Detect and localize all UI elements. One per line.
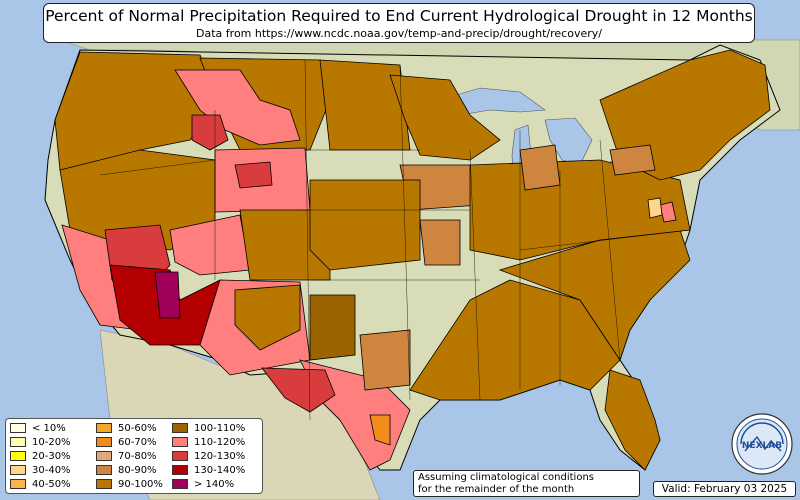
region-wyoming-red xyxy=(234,161,273,189)
note-line-1: Assuming climatological conditions xyxy=(418,472,594,483)
legend-swatch xyxy=(10,423,26,433)
legend-label: 10-20% xyxy=(32,436,71,448)
legend-swatch xyxy=(172,465,188,475)
legend-swatch xyxy=(172,451,188,461)
state-boundaries xyxy=(99,59,691,421)
legend-swatch xyxy=(10,465,26,475)
region-kansas-nebraska xyxy=(309,179,421,271)
legend-label: 70-80% xyxy=(118,450,157,462)
region-utah-pink xyxy=(169,214,251,276)
legend-swatch xyxy=(96,451,112,461)
nexlab-logo: NEXLAB xyxy=(731,413,793,475)
region-gulf-coast xyxy=(409,279,621,401)
legend-item: 60-70% xyxy=(96,435,170,449)
legend-swatch xyxy=(172,479,188,489)
legend-label: 40-50% xyxy=(32,478,71,490)
assumption-note: Assuming climatological conditions for t… xyxy=(413,470,640,497)
legend-label: 30-40% xyxy=(32,464,71,476)
legend-item: 120-130% xyxy=(172,449,264,463)
region-arizona-magenta xyxy=(154,271,181,319)
legend-swatch xyxy=(172,437,188,447)
region-ohio-valley-light xyxy=(519,144,561,191)
region-texas-orange xyxy=(369,414,391,446)
legend-label: > 140% xyxy=(194,478,235,490)
region-pennsylvania-light xyxy=(609,144,656,176)
region-delmarva-pink xyxy=(659,201,677,223)
legend-label: 20-30% xyxy=(32,450,71,462)
region-missouri-light xyxy=(419,219,461,266)
region-minnesota-wisconsin xyxy=(389,74,501,161)
region-florida xyxy=(604,369,661,471)
legend-item: 70-80% xyxy=(96,449,170,463)
legend-item: 50-60% xyxy=(96,421,170,435)
legend-item: 10-20% xyxy=(10,435,94,449)
legend-swatch xyxy=(96,423,112,433)
legend-swatch xyxy=(96,479,112,489)
region-delmarva-yellow xyxy=(647,197,663,219)
legend-label: 110-120% xyxy=(194,436,246,448)
legend-label: 130-140% xyxy=(194,464,246,476)
legend: < 10% 10-20% 20-30% 30-40% 40-50% 50-60% 60-70… xyxy=(5,418,263,494)
legend-label: 50-60% xyxy=(118,422,157,434)
region-oklahoma-brown xyxy=(309,294,356,361)
map-title: Percent of Normal Precipitation Required… xyxy=(45,7,753,25)
legend-item: 110-120% xyxy=(172,435,264,449)
region-new-mexico-brown xyxy=(234,284,301,351)
logo-text: NEXLAB xyxy=(742,441,782,451)
legend-swatch xyxy=(96,437,112,447)
drought-regions xyxy=(54,49,771,471)
legend-swatch xyxy=(172,423,188,433)
region-dakotas xyxy=(319,59,411,151)
legend-item: 100-110% xyxy=(172,421,264,435)
map-subtitle: Data from https://www.ncdc.noaa.gov/temp… xyxy=(196,27,602,40)
legend-swatch xyxy=(10,451,26,461)
note-line-2: for the remainder of the month xyxy=(418,484,575,495)
valid-date: Valid: February 03 2025 xyxy=(653,481,796,497)
legend-label: < 10% xyxy=(32,422,66,434)
legend-label: 90-100% xyxy=(118,478,163,490)
legend-item: 40-50% xyxy=(10,477,94,491)
legend-item: 30-40% xyxy=(10,463,94,477)
legend-item: 130-140% xyxy=(172,463,264,477)
legend-item: > 140% xyxy=(172,477,264,491)
legend-swatch xyxy=(10,437,26,447)
legend-item: 20-30% xyxy=(10,449,94,463)
legend-swatch xyxy=(10,479,26,489)
region-texas-red xyxy=(261,367,336,413)
region-oklahoma-light xyxy=(359,329,411,391)
title-box: Percent of Normal Precipitation Required… xyxy=(43,3,755,43)
legend-label: 60-70% xyxy=(118,436,157,448)
legend-item: 90-100% xyxy=(96,477,170,491)
region-idaho-red xyxy=(191,114,229,151)
legend-item: 80-90% xyxy=(96,463,170,477)
legend-label: 120-130% xyxy=(194,450,246,462)
legend-label: 80-90% xyxy=(118,464,157,476)
legend-swatch xyxy=(96,465,112,475)
legend-item: < 10% xyxy=(10,421,94,435)
legend-label: 100-110% xyxy=(194,422,246,434)
